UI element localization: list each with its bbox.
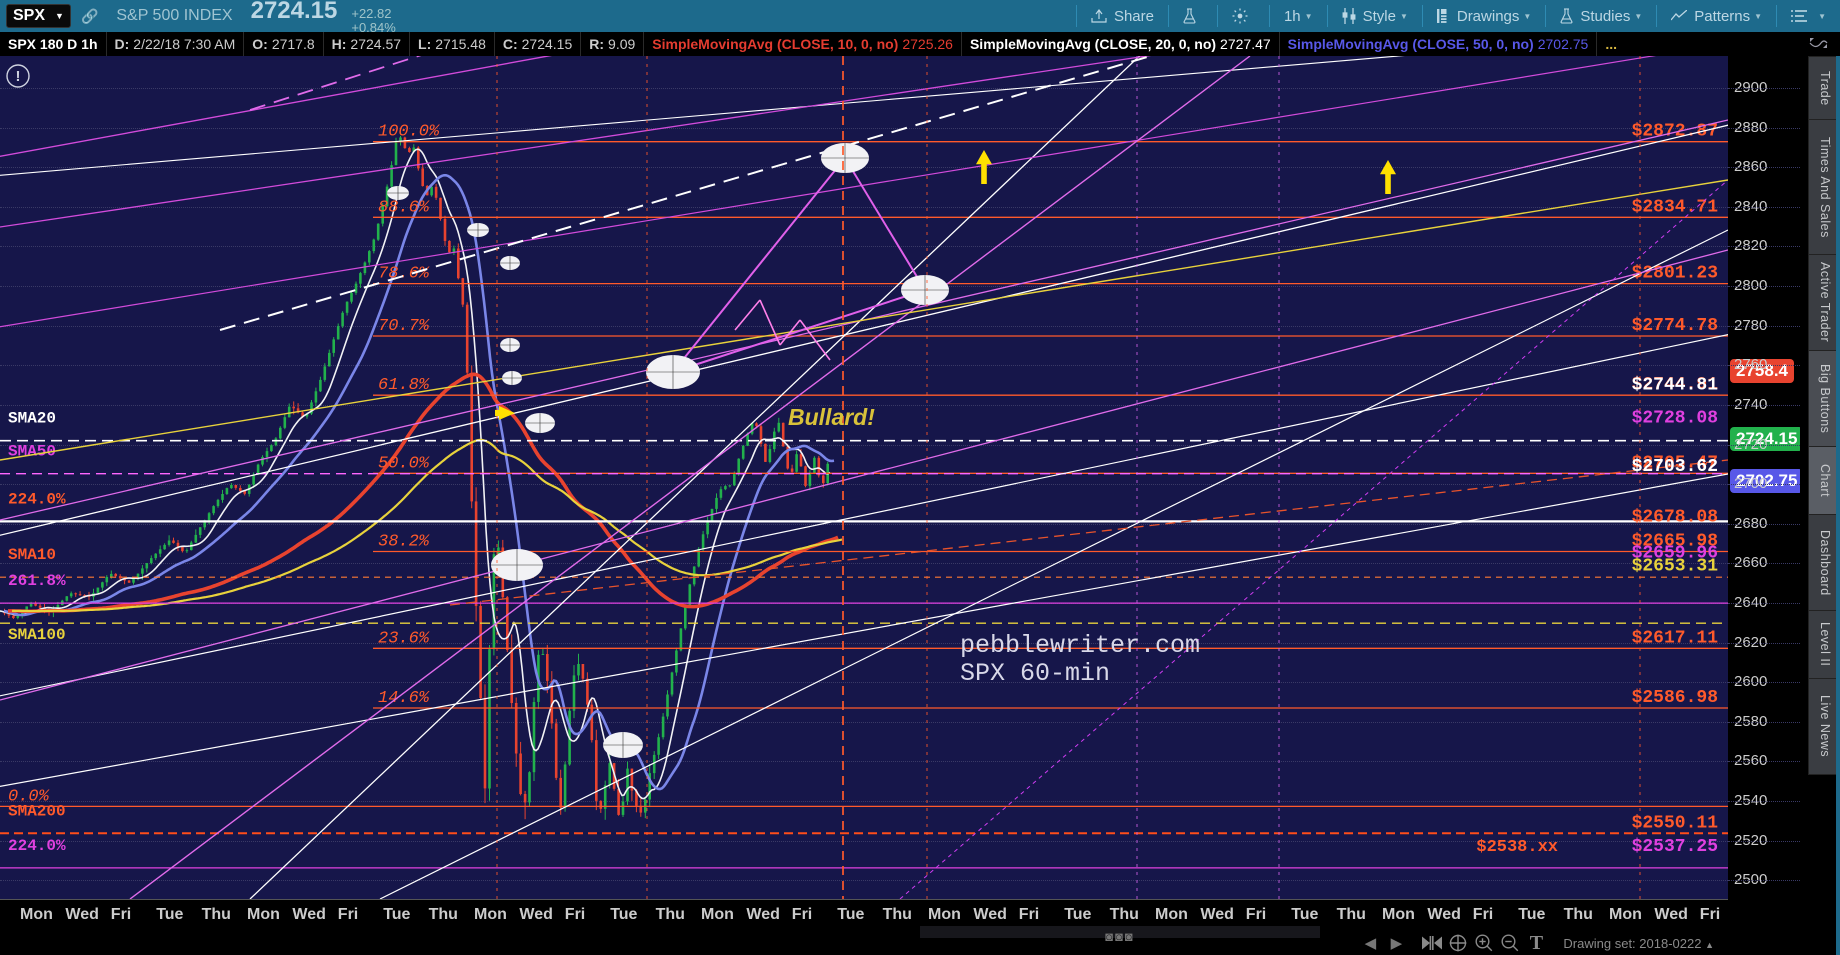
svg-text:23.6%: 23.6%	[378, 629, 430, 648]
svg-text:SMA200: SMA200	[8, 802, 66, 820]
svg-text:$2774.78: $2774.78	[1632, 316, 1718, 336]
svg-text:$2586.98: $2586.98	[1632, 688, 1718, 708]
svg-text:$2801.23: $2801.23	[1632, 264, 1718, 284]
svg-text:$2703.62: $2703.62	[1632, 457, 1718, 477]
svg-text:261.8%: 261.8%	[8, 572, 66, 590]
svg-text:Bullard!: Bullard!	[788, 404, 875, 430]
svg-text:38.2%: 38.2%	[378, 533, 430, 552]
svg-text:70.7%: 70.7%	[378, 317, 430, 336]
svg-text:224.0%: 224.0%	[8, 837, 66, 855]
svg-text:78.6%: 78.6%	[378, 265, 430, 284]
svg-text:88.6%: 88.6%	[378, 198, 430, 217]
svg-text:$2538.xx: $2538.xx	[1476, 838, 1558, 857]
svg-text:SMA100: SMA100	[8, 626, 66, 644]
svg-text:$2537.25: $2537.25	[1632, 837, 1718, 857]
svg-text:SMA20: SMA20	[8, 410, 56, 428]
svg-text:SMA10: SMA10	[8, 546, 56, 564]
svg-text:pebblewriter.com: pebblewriter.com	[960, 631, 1200, 660]
svg-text:$2744.81: $2744.81	[1632, 375, 1719, 395]
svg-text:61.8%: 61.8%	[378, 376, 430, 395]
svg-text:$2653.31: $2653.31	[1632, 557, 1719, 577]
svg-text:$2678.08: $2678.08	[1632, 508, 1718, 528]
svg-text:14.6%: 14.6%	[378, 689, 430, 708]
svg-text:50.0%: 50.0%	[378, 454, 430, 473]
svg-text:!: !	[16, 68, 21, 85]
svg-text:$2617.11: $2617.11	[1632, 628, 1719, 648]
svg-text:$2550.11: $2550.11	[1632, 813, 1719, 833]
svg-text:SPX 60-min: SPX 60-min	[960, 659, 1110, 688]
svg-text:224.0%: 224.0%	[8, 490, 66, 508]
svg-text:$2728.08: $2728.08	[1632, 409, 1718, 429]
